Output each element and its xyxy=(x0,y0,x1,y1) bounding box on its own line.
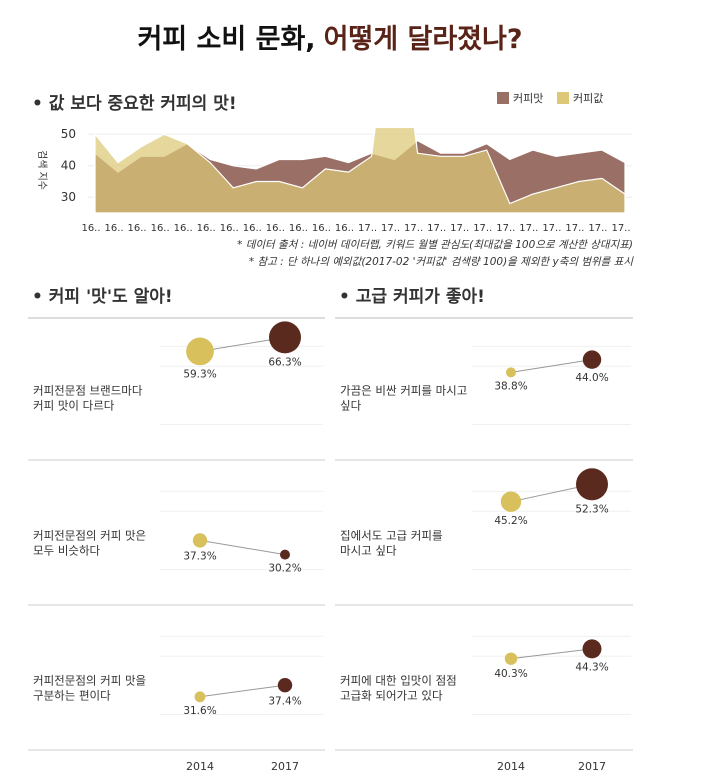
note: * 데이터 출처 : 네이버 데이터랩, 키워드 월별 관심도(최대값을 100… xyxy=(237,239,633,251)
value-label: 45.2% xyxy=(494,515,527,527)
x-tick-label: 17.. xyxy=(404,223,423,234)
plot-panel xyxy=(472,610,633,749)
x-tick-label: 17.. xyxy=(473,223,492,234)
x-tick-label: 16.. xyxy=(312,223,331,234)
dot xyxy=(582,639,602,659)
title-highlight: 어떻게 달라졌나? xyxy=(324,24,523,55)
title-main: 커피 소비 문화, xyxy=(137,24,315,55)
x-tick-label: 17.. xyxy=(450,223,469,234)
value-label: 31.6% xyxy=(183,705,216,717)
plot-panel xyxy=(472,320,633,459)
dot xyxy=(576,468,608,501)
value-label: 37.4% xyxy=(268,695,301,707)
connector xyxy=(199,539,286,556)
value-label: 40.3% xyxy=(494,668,527,680)
x-tick-label: 16.. xyxy=(151,223,170,234)
x-tick-label: 17.. xyxy=(427,223,446,234)
value-label: 52.3% xyxy=(575,503,608,515)
x-tick-label: 16.. xyxy=(266,223,285,234)
connector xyxy=(510,359,593,373)
x-tick-label: 17.. xyxy=(519,223,538,234)
plot-panel xyxy=(160,610,325,749)
x-tick-label: 17.. xyxy=(565,223,584,234)
legend-label: 커피값 xyxy=(573,92,603,105)
y-tick-label: 50 xyxy=(61,127,76,141)
x-tick-label: 16.. xyxy=(335,223,354,234)
row-label: 커피전문점의 커피 맛은 xyxy=(33,529,146,543)
value-label: 44.0% xyxy=(575,372,608,384)
x-tick-label: 16.. xyxy=(220,223,239,234)
x-tick-label: 2014 xyxy=(186,760,214,773)
x-tick-label: 16.. xyxy=(81,223,100,234)
row-label: 커피전문점 브랜드마다 xyxy=(33,384,143,398)
connector xyxy=(199,684,286,698)
value-label: 37.3% xyxy=(183,551,216,563)
dot xyxy=(277,678,293,693)
connector xyxy=(510,648,593,660)
y-tick-label: 30 xyxy=(61,190,76,204)
value-label: 30.2% xyxy=(268,563,301,575)
x-tick-label: 2017 xyxy=(271,760,299,773)
note: * 참고 : 단 하나의 예외값(2017-02 '커피값' 검색량 100)을… xyxy=(249,256,634,268)
dot xyxy=(194,691,206,703)
area xyxy=(94,128,626,213)
row-label: 모두 비슷하다 xyxy=(33,544,101,558)
row-label: 커피전문점의 커피 맛을 xyxy=(33,674,146,688)
value-label: 59.3% xyxy=(183,368,216,380)
value-label: 66.3% xyxy=(268,356,301,368)
row-label: 집에서도 고급 커피를 xyxy=(340,529,443,543)
section-title: • 고급 커피가 좋아! xyxy=(339,287,485,307)
dot xyxy=(186,337,214,366)
legend-label: 커피맛 xyxy=(513,92,543,105)
x-tick-label: 16.. xyxy=(243,223,262,234)
plot-panel xyxy=(472,465,633,604)
legend-swatch xyxy=(497,92,509,104)
dot xyxy=(582,350,602,369)
dot xyxy=(280,549,290,560)
plot-area xyxy=(94,128,626,213)
page-title: 커피 소비 문화, 어떻게 달라졌나? xyxy=(137,24,522,55)
dot xyxy=(269,321,301,354)
x-tick-label: 17.. xyxy=(611,223,630,234)
x-tick-label: 17.. xyxy=(358,223,377,234)
x-tick-label: 17.. xyxy=(542,223,561,234)
x-tick-label: 16.. xyxy=(289,223,308,234)
y-axis-label: 검색 지수 xyxy=(36,150,48,190)
x-tick-label: 2017 xyxy=(578,760,606,773)
row-label: 싶다 xyxy=(340,399,362,413)
dot xyxy=(506,367,516,378)
value-label: 44.3% xyxy=(575,661,608,673)
dot xyxy=(192,533,208,548)
x-tick-label: 16.. xyxy=(174,223,193,234)
x-tick-label: 17.. xyxy=(496,223,515,234)
row-label: 커피에 대한 입맛이 점점 xyxy=(340,674,457,688)
row-label: 고급화 되어가고 있다 xyxy=(340,689,443,703)
x-tick-label: 16.. xyxy=(104,223,123,234)
row-label: 구분하는 편이다 xyxy=(33,689,111,703)
x-tick-label: 16.. xyxy=(128,223,147,234)
x-tick-label: 16.. xyxy=(197,223,216,234)
x-tick-label: 2014 xyxy=(497,760,525,773)
dot xyxy=(500,491,522,512)
row-label: 마시고 싶다 xyxy=(340,544,397,558)
legend-swatch xyxy=(557,92,569,104)
row-label: 가끔은 비싼 커피를 마시고 xyxy=(340,384,467,398)
x-tick-label: 17.. xyxy=(588,223,607,234)
plot-panel xyxy=(160,465,325,604)
value-label: 38.8% xyxy=(494,380,527,392)
section-title: • 값 보다 중요한 커피의 맛! xyxy=(32,94,237,114)
x-tick-label: 17.. xyxy=(381,223,400,234)
row-label: 커피 맛이 다르다 xyxy=(33,399,115,413)
y-tick-label: 40 xyxy=(61,158,76,172)
section-title: • 커피 '맛'도 알아! xyxy=(32,287,173,307)
dot xyxy=(504,652,518,665)
